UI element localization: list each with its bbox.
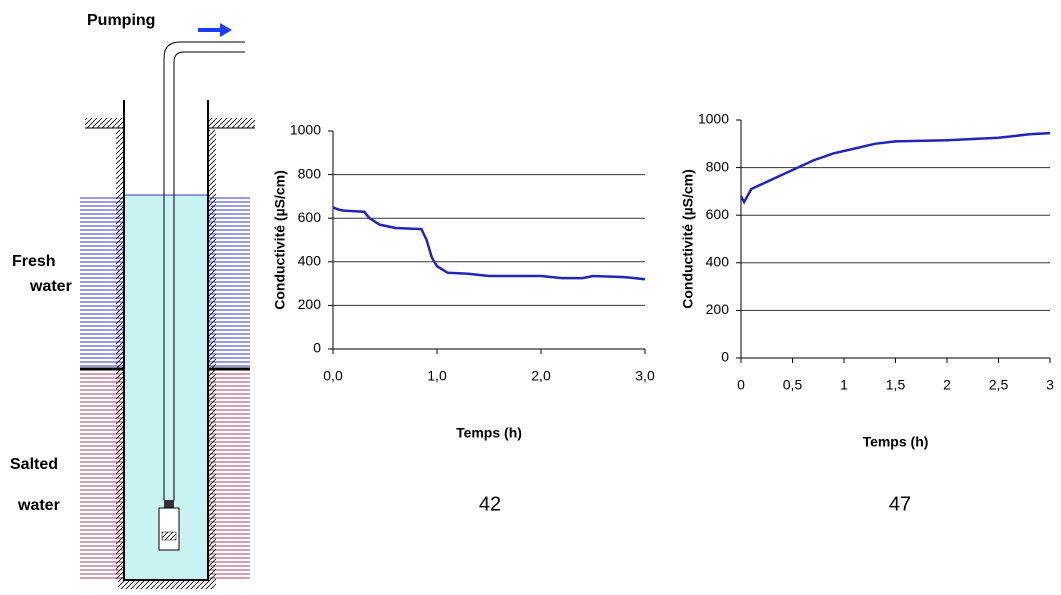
x-tick-label: 0 (737, 377, 745, 393)
y-tick-label: 200 (706, 301, 730, 317)
wall-hatch (208, 130, 216, 580)
x-tick-label: 1,0 (427, 368, 447, 384)
y-tick-label: 600 (706, 206, 730, 222)
y-axis-label: Conductivité (µS/cm) (680, 169, 696, 309)
x-axis-label: Temps (h) (863, 434, 929, 450)
salted-label: water (17, 497, 60, 514)
y-tick-label: 800 (706, 158, 730, 174)
line-series (332, 206, 646, 281)
salted-label: Salted (10, 456, 58, 473)
y-axis-label: Conductivité (µS/cm) (272, 170, 288, 310)
y-tick-label: 400 (706, 254, 730, 270)
y-tick-label: 0 (721, 349, 729, 365)
x-tick-label: 2 (943, 377, 951, 393)
pumping-label: Pumping (87, 12, 155, 29)
pump-screen (161, 531, 177, 541)
fresh-label: Fresh (12, 253, 56, 270)
y-tick-label: 200 (298, 296, 322, 312)
x-axis-label: Temps (h) (456, 425, 522, 441)
y-tick-label: 800 (298, 165, 322, 181)
line-series (739, 131, 1051, 205)
arrow (198, 23, 232, 37)
well-wall (123, 100, 209, 581)
x-tick-label: 2,0 (531, 368, 551, 384)
y-tick-label: 0 (313, 340, 321, 356)
y-tick-label: 1000 (290, 122, 321, 138)
x-tick-label: 1 (840, 377, 848, 393)
x-tick-label: 0,5 (783, 377, 803, 393)
caption: 47 (889, 493, 911, 515)
wall-hatch (116, 130, 124, 580)
ground-hatch (85, 118, 124, 128)
bottom-hatch (118, 580, 216, 589)
caption: 42 (479, 493, 501, 515)
x-tick-label: 3,0 (635, 368, 655, 384)
ground-hatch (208, 118, 255, 128)
pump-top (164, 500, 174, 508)
x-tick-label: 0,0 (323, 368, 343, 384)
pipe (163, 41, 245, 500)
x-tick-label: 1,5 (886, 377, 906, 393)
x-tick-label: 3 (1046, 377, 1054, 393)
pump (158, 507, 180, 551)
well-diagram: Pumping Fresh water Salted water (10, 12, 255, 589)
fresh-label: water (29, 278, 72, 295)
y-tick-label: 400 (298, 253, 322, 269)
y-tick-label: 1000 (698, 111, 729, 127)
x-tick-label: 2,5 (989, 377, 1009, 393)
y-tick-label: 600 (298, 209, 322, 225)
